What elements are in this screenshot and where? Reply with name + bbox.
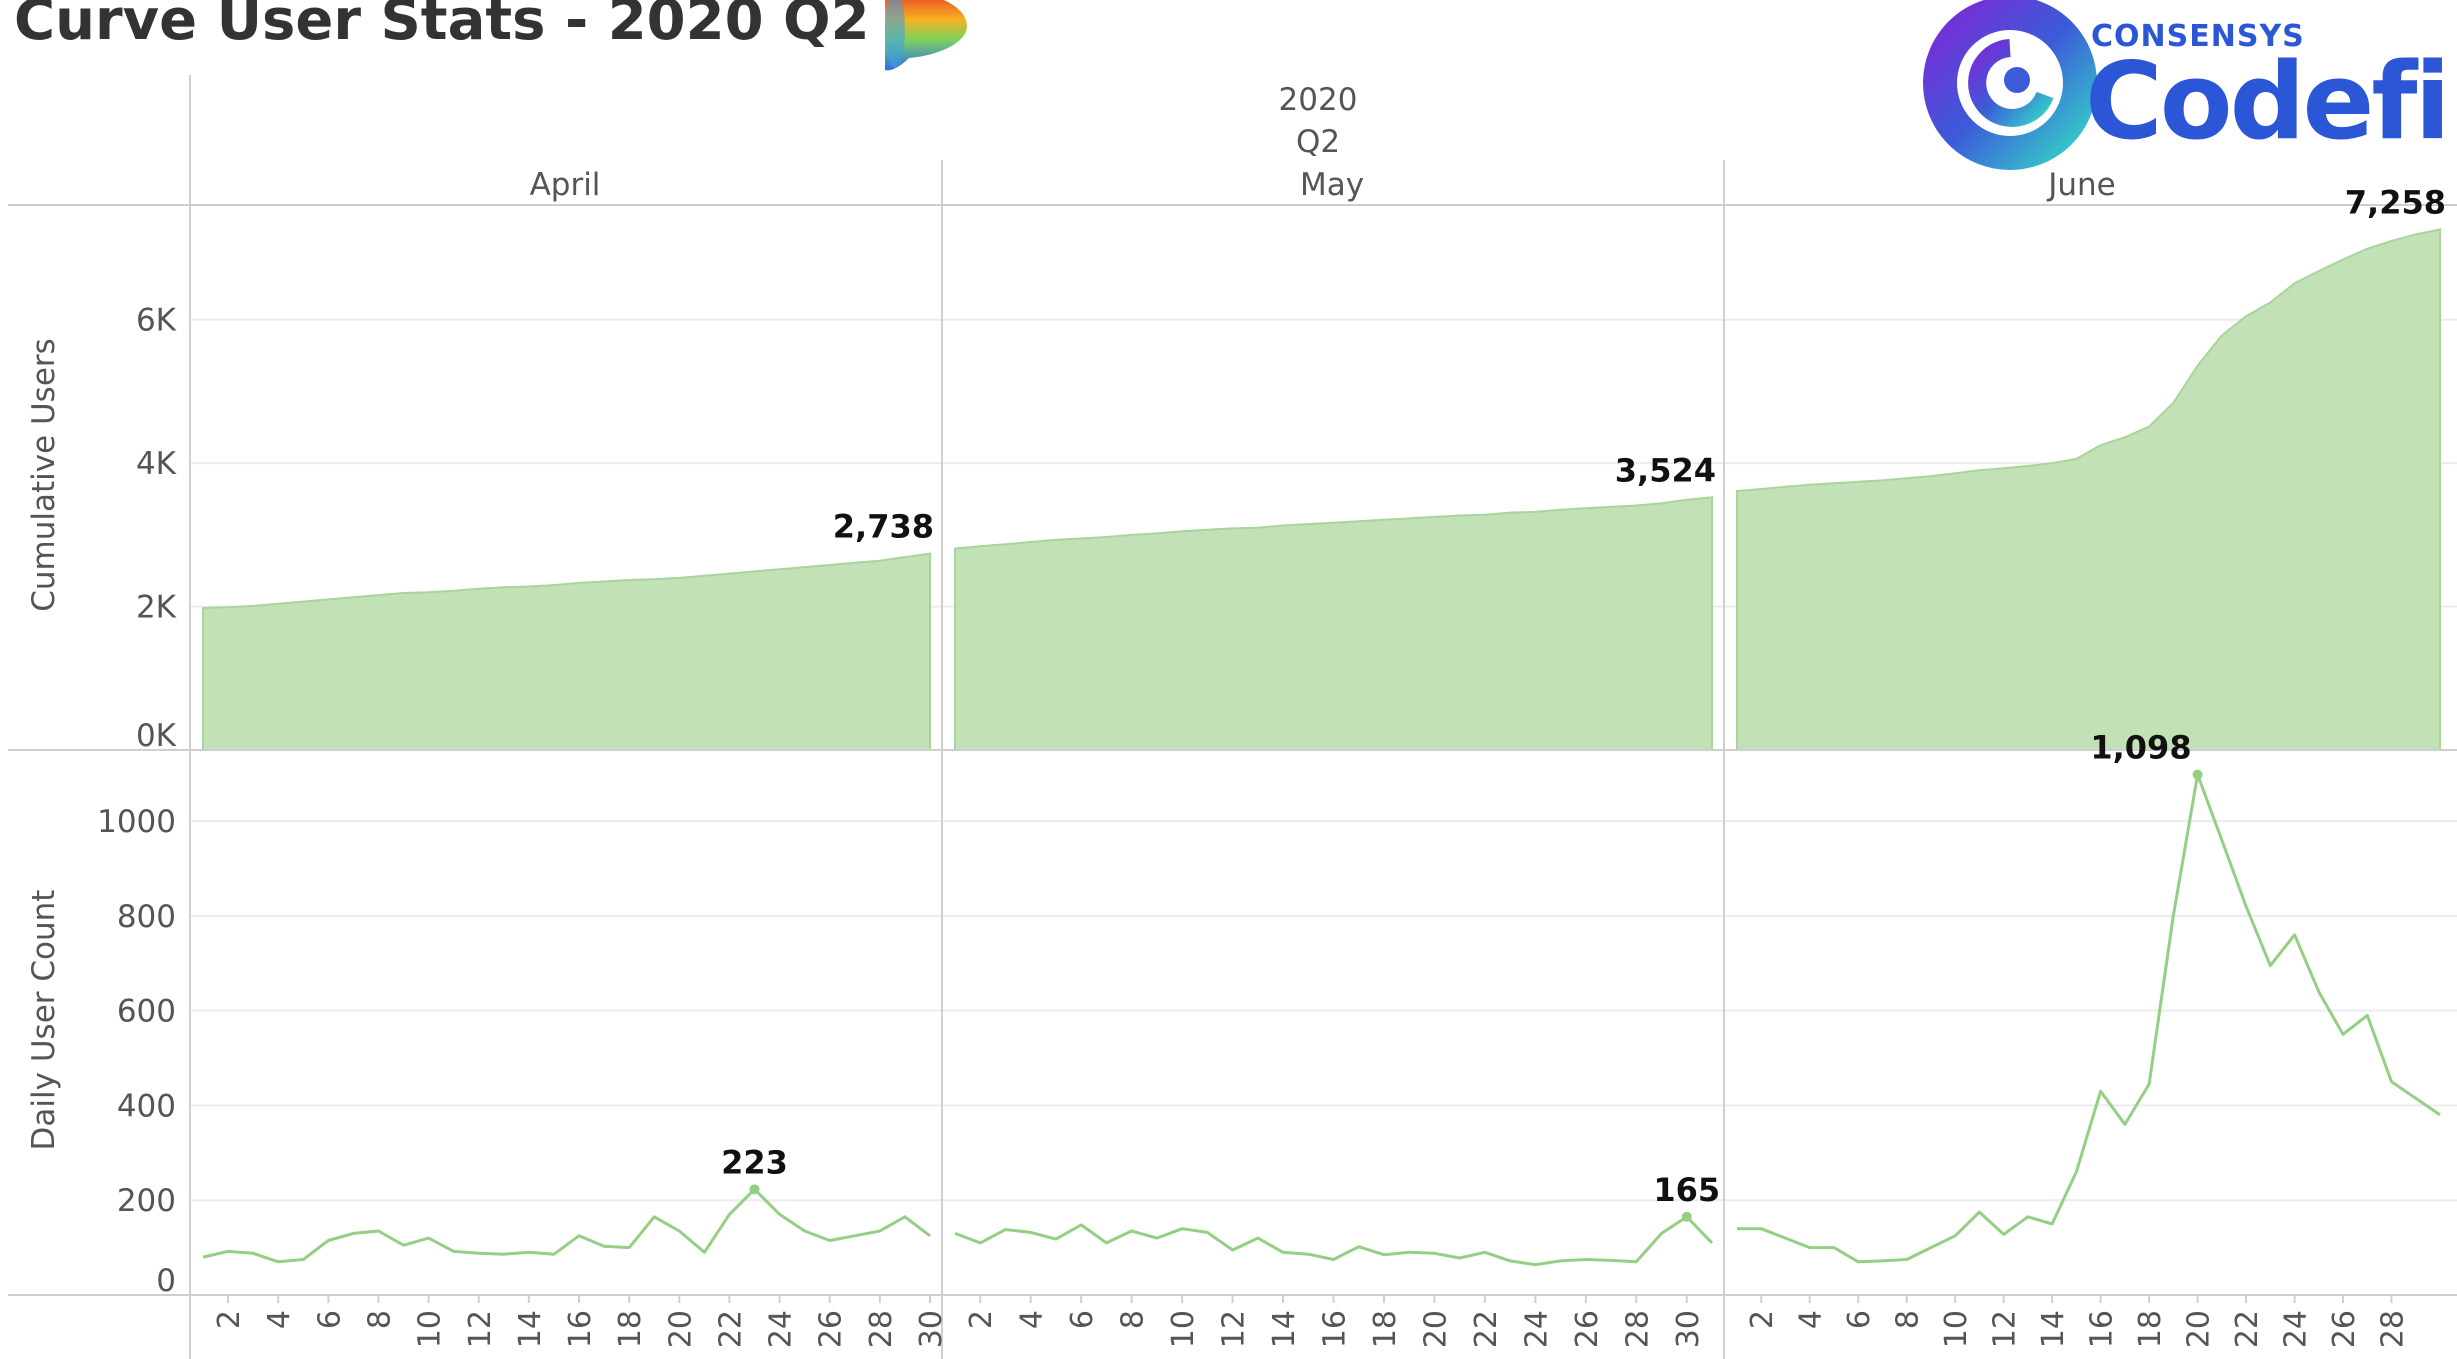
x-tick-label-june: 20: [2182, 1310, 2217, 1348]
x-tick-label-april: 2: [212, 1310, 247, 1329]
peak-marker-may: [1681, 1211, 1692, 1222]
x-tick-label-june: 8: [1891, 1310, 1926, 1329]
x-tick-label-april: 30: [914, 1310, 949, 1348]
header-year: 2020: [1279, 82, 1358, 118]
y-tick-label-daily: 400: [117, 1088, 176, 1124]
consensys-wordmark: CONSENSYS: [2091, 19, 2305, 54]
month-header-june: June: [2046, 167, 2116, 203]
y-tick-label-cumulative: 2K: [136, 590, 177, 626]
x-tick-label-june: 6: [1842, 1310, 1877, 1329]
peak-marker-april: [749, 1184, 760, 1195]
x-tick-label-april: 26: [814, 1310, 849, 1348]
x-tick-label-may: 10: [1166, 1310, 1201, 1348]
header-quarter: Q2: [1296, 124, 1340, 160]
y-tick-label-cumulative: 4K: [136, 446, 177, 482]
x-tick-label-june: 2: [1745, 1310, 1780, 1329]
x-tick-label-april: 10: [413, 1310, 448, 1348]
codefi-mark-icon: [1923, 0, 2097, 170]
page-title: Curve User Stats - 2020 Q2: [14, 0, 870, 53]
line-series-may: [954, 1215, 1714, 1267]
month-header-may: May: [1300, 167, 1364, 203]
x-tick-label-april: 22: [713, 1310, 748, 1348]
x-tick-label-april: 6: [312, 1310, 347, 1329]
x-tick-label-may: 2: [964, 1310, 999, 1329]
x-tick-label-may: 18: [1368, 1310, 1403, 1348]
x-tick-label-may: 26: [1570, 1310, 1605, 1348]
x-tick-label-june: 26: [2327, 1310, 2362, 1348]
data-label-daily-june: 1,098: [2090, 729, 2191, 767]
y-tick-label-cumulative: 0K: [136, 718, 177, 754]
x-tick-label-june: 22: [2230, 1310, 2265, 1348]
y-tick-label-daily: 800: [117, 899, 176, 935]
data-label-cumulative-may: 3,524: [1615, 451, 1716, 489]
area-series-april: [202, 552, 931, 751]
x-tick-label-april: 20: [663, 1310, 698, 1348]
curve-logo: [885, 0, 967, 71]
x-tick-label-april: 18: [613, 1310, 648, 1348]
consensys-codefi-logo: CONSENSYS Codefi: [1923, 0, 2451, 170]
y-tick-label-daily: 1000: [97, 804, 176, 840]
x-tick-label-april: 24: [764, 1310, 799, 1348]
x-tick-label-april: 14: [513, 1310, 548, 1348]
x-tick-label-june: 24: [2279, 1310, 2314, 1348]
x-tick-label-may: 24: [1519, 1310, 1554, 1348]
y-tick-label-daily: 600: [117, 994, 176, 1030]
peak-marker-june: [2192, 769, 2203, 780]
data-label-cumulative-april: 2,738: [833, 508, 934, 546]
line-series-april: [202, 1187, 931, 1264]
data-label-daily-may: 165: [1653, 1171, 1720, 1209]
x-tick-label-april: 12: [463, 1310, 498, 1348]
x-tick-label-june: 18: [2133, 1310, 2168, 1348]
y-tick-label-cumulative: 6K: [136, 303, 177, 339]
x-tick-label-may: 30: [1671, 1310, 1706, 1348]
x-tick-label-may: 14: [1267, 1310, 1302, 1348]
x-tick-label-may: 4: [1015, 1310, 1050, 1329]
frame-layer: [8, 75, 2457, 1359]
area-series-june: [1736, 228, 2441, 751]
x-tick-label-june: 4: [1794, 1310, 1829, 1329]
x-tick-label-june: 10: [1939, 1310, 1974, 1348]
y-tick-label-daily: 0: [156, 1263, 176, 1299]
series-layer: [202, 228, 2441, 1267]
y-axis-label-daily: Daily User Count: [26, 890, 62, 1151]
data-label-daily-april: 223: [721, 1143, 788, 1181]
month-header-april: April: [530, 167, 601, 203]
x-tick-label-june: 16: [2085, 1310, 2120, 1348]
x-tick-label-may: 16: [1318, 1310, 1353, 1348]
x-tick-label-june: 14: [2036, 1310, 2071, 1348]
y-tick-label-daily: 200: [117, 1183, 176, 1219]
x-tick-label-april: 28: [864, 1310, 899, 1348]
data-label-cumulative-june: 7,258: [2345, 184, 2446, 222]
x-tick-label-may: 20: [1418, 1310, 1453, 1348]
x-tick-label-june: 12: [1988, 1310, 2023, 1348]
label-layer: 2020 Q2 April May June Cumulative Users …: [26, 82, 2446, 1348]
x-tick-label-may: 28: [1620, 1310, 1655, 1348]
y-axis-label-cumulative: Cumulative Users: [26, 338, 62, 612]
x-tick-label-may: 6: [1065, 1310, 1100, 1329]
x-tick-label-june: 28: [2376, 1310, 2411, 1348]
x-tick-label-april: 8: [363, 1310, 398, 1329]
x-tick-label-may: 22: [1469, 1310, 1504, 1348]
x-tick-label-may: 8: [1116, 1310, 1151, 1329]
x-tick-label-april: 16: [563, 1310, 598, 1348]
codefi-wordmark: Codefi: [2085, 40, 2448, 163]
area-series-may: [954, 496, 1713, 751]
line-series-june: [1737, 773, 2441, 1264]
x-tick-label-may: 12: [1217, 1310, 1252, 1348]
x-tick-label-april: 4: [262, 1310, 297, 1329]
